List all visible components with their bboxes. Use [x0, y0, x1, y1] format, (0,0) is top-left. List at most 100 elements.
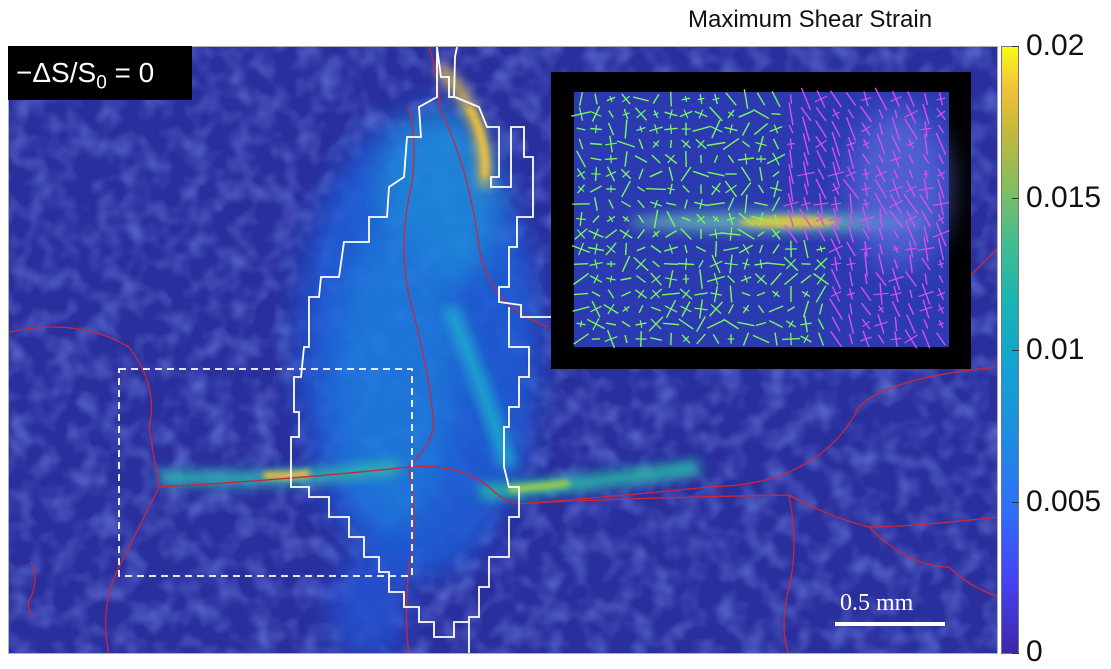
vector-glyph: [624, 119, 628, 139]
vector-glyph: [604, 229, 618, 239]
vector-glyph: [849, 271, 853, 287]
colorbar-tick-label: 0.01: [1026, 333, 1085, 366]
colorbar-tick-label: 0.005: [1026, 485, 1102, 518]
vector-glyph: [594, 197, 598, 211]
vector-glyph: [937, 179, 945, 199]
vector-glyph: [784, 224, 798, 244]
vector-glyph: [788, 124, 794, 134]
vector-glyph: [860, 286, 872, 302]
vector-glyph: [714, 229, 718, 239]
vector-glyph: [861, 187, 871, 191]
vector-glyph: [607, 289, 615, 299]
vector-glyph: [622, 95, 630, 103]
grain-boundaries: [9, 47, 997, 653]
vector-glyph: [593, 228, 599, 240]
vector-glyph: [665, 230, 677, 238]
vector-glyph: [831, 186, 841, 192]
vector-glyph: [917, 247, 935, 251]
vector-glyph: [816, 149, 826, 169]
vector-glyph: [803, 183, 809, 195]
vector-glyph: [862, 320, 870, 328]
vector-glyph: [633, 96, 649, 102]
vector-glyph: [637, 214, 645, 224]
vector-glyph: [846, 241, 856, 257]
vector-glyph: [669, 124, 673, 134]
vector-glyph: [572, 272, 590, 286]
vector-glyph: [594, 243, 598, 255]
vector-glyph: [829, 298, 843, 320]
vector-glyph: [798, 208, 814, 230]
vector-glyph: [770, 186, 782, 192]
vector-glyph: [849, 193, 853, 215]
vector-glyph: [623, 306, 629, 312]
vector-glyph: [682, 185, 690, 193]
vector-glyph: [830, 202, 842, 206]
colorbar-tick-mark: [1012, 653, 1019, 654]
vector-glyph: [766, 262, 786, 266]
vector-glyph: [878, 306, 884, 312]
vector-glyph: [813, 202, 829, 206]
vector-glyph: [594, 93, 598, 105]
colorbar-tick-label: 0: [1026, 635, 1043, 668]
vector-glyph: [874, 170, 888, 178]
vector-glyph: [742, 243, 750, 255]
vector-glyph: [876, 133, 886, 155]
vector-glyph: [864, 251, 868, 277]
vector-glyph: [727, 154, 735, 164]
vector-glyph: [741, 291, 751, 297]
vector-glyph: [706, 319, 726, 329]
vector-glyph: [666, 210, 676, 228]
vector-glyph: [819, 245, 823, 253]
vector-glyph: [787, 210, 795, 228]
vector-glyph: [727, 111, 735, 117]
vector-glyph: [698, 109, 704, 119]
vector-glyph: [816, 273, 826, 285]
vector-glyph: [847, 149, 855, 169]
scale-bar-label: 0.5 mm: [840, 590, 914, 616]
vector-glyph: [815, 285, 827, 303]
vector-glyph: [650, 318, 662, 330]
vector-glyph: [651, 274, 661, 284]
vector-glyph: [923, 319, 929, 329]
vector-glyph: [608, 215, 614, 223]
deformation-label: −ΔS/S0 = 0: [8, 46, 192, 100]
vector-glyph: [757, 230, 765, 238]
vector-glyph: [787, 306, 795, 312]
vector-glyph: [814, 95, 828, 103]
vector-glyph: [724, 262, 738, 266]
vector-glyph: [842, 178, 860, 200]
vector-glyph: [593, 274, 599, 284]
vector-glyph: [860, 97, 872, 101]
vector-glyph: [573, 263, 589, 265]
vector-glyph: [830, 290, 842, 298]
colorbar-tick-mark: [1012, 198, 1019, 199]
vector-glyph: [846, 292, 856, 296]
vector-glyph: [831, 223, 841, 245]
vector-glyph: [592, 317, 600, 331]
vector-glyph: [878, 109, 884, 119]
vector-glyph: [857, 215, 875, 223]
vector-glyph: [891, 300, 901, 318]
vector-glyph: [908, 169, 914, 179]
vector-glyph: [788, 163, 794, 185]
vector-glyph: [874, 192, 888, 216]
vector-glyph: [725, 184, 737, 194]
vector-glyph: [790, 332, 792, 346]
vector-glyph: [697, 97, 705, 101]
vector-glyph: [773, 291, 779, 297]
vector-glyph: [815, 106, 827, 122]
vector-glyph: [905, 247, 917, 251]
vector-glyph: [755, 321, 767, 327]
vector-glyph: [621, 255, 631, 273]
vector-glyph: [772, 152, 780, 166]
vector-glyph: [577, 186, 585, 192]
vector-glyph: [937, 306, 945, 312]
vector-glyph: [803, 334, 809, 344]
vector-glyph: [607, 303, 615, 315]
vector-glyph: [907, 91, 915, 107]
vector-glyph: [573, 333, 589, 345]
vector-glyph: [680, 305, 692, 313]
vector-glyph: [714, 241, 718, 257]
vector-glyph: [698, 259, 704, 269]
vector-glyph: [590, 185, 602, 193]
